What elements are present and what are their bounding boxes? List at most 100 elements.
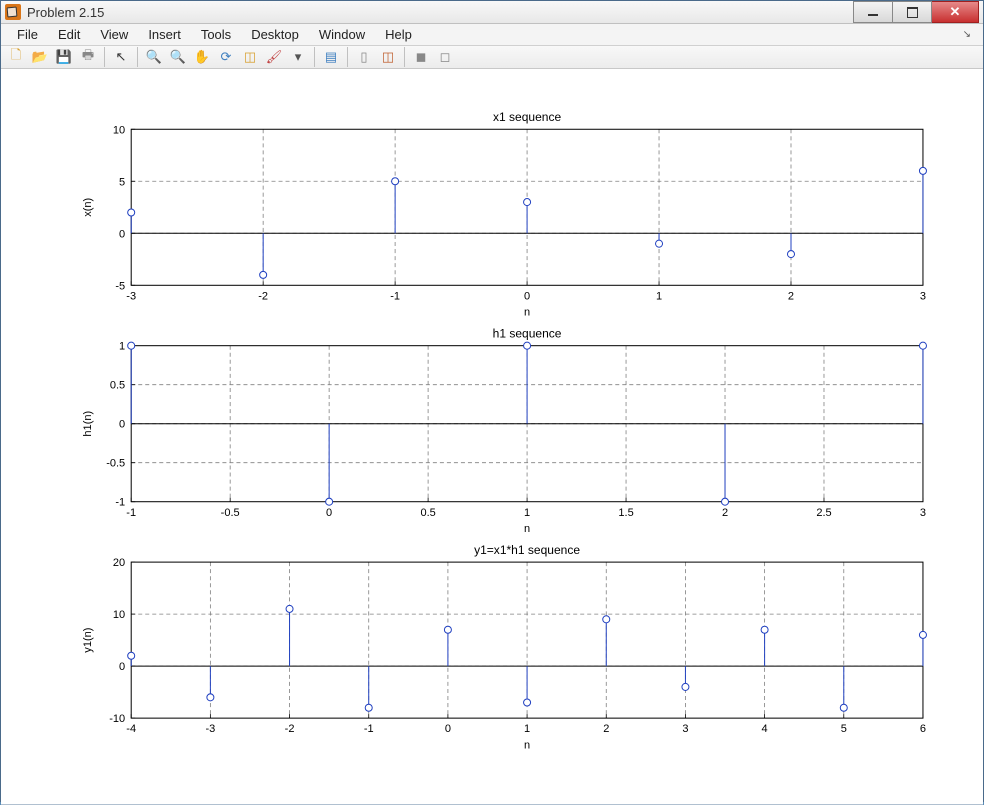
show-plot-icon[interactable]: ◻ (434, 46, 456, 68)
colorbar-icon[interactable]: ▤ (320, 46, 342, 68)
menubar-overflow-icon[interactable]: ↘ (963, 29, 977, 40)
zoom-in-icon[interactable]: 🔍 (143, 46, 165, 68)
print-icon[interactable]: 🖶 (77, 46, 99, 68)
stem-marker (365, 704, 372, 711)
xtick-label: -1 (390, 290, 400, 302)
legend-icon[interactable]: ▯ (353, 46, 375, 68)
ytick-label: 20 (113, 557, 125, 569)
stem-marker (603, 616, 610, 623)
link-icon[interactable]: ▾ (287, 46, 309, 68)
xtick-label: 6 (920, 723, 926, 735)
app-window: Problem 2.15 FileEditViewInsertToolsDesk… (0, 0, 984, 802)
ytick-label: 0 (119, 419, 125, 431)
zoom-out-icon[interactable]: 🔍 (167, 46, 189, 68)
datacursor-icon[interactable]: ◫ (239, 46, 261, 68)
ytick-label: 0.5 (110, 380, 125, 392)
stem-marker (656, 240, 663, 247)
ytick-label: 10 (113, 124, 125, 136)
titlebar[interactable]: Problem 2.15 (1, 1, 983, 24)
xtick-label: 0 (326, 507, 332, 519)
xtick-label: 3 (920, 507, 926, 519)
ylabel: y1(n) (82, 628, 94, 653)
xtick-label: -1 (126, 507, 136, 519)
menu-view[interactable]: View (90, 24, 138, 45)
menu-file[interactable]: File (7, 24, 48, 45)
xtick-label: 5 (841, 723, 847, 735)
open-file-icon[interactable]: 📂 (29, 46, 51, 68)
xtick-label: 1.5 (618, 507, 633, 519)
xtick-label: 3 (920, 290, 926, 302)
menu-window[interactable]: Window (309, 24, 375, 45)
ytick-label: 10 (113, 609, 125, 621)
stem-marker (128, 209, 135, 216)
toolbar-separator (404, 47, 405, 67)
menubar: FileEditViewInsertToolsDesktopWindowHelp… (1, 24, 983, 46)
window-footer (1, 804, 983, 805)
menu-desktop[interactable]: Desktop (241, 24, 309, 45)
xlabel: n (524, 739, 530, 751)
minimize-button[interactable] (853, 1, 893, 23)
toolbar-separator (314, 47, 315, 67)
new-file-icon[interactable]: 🗋 (5, 46, 27, 68)
subplot-2: y1=x1*h1 sequence-4-3-2-10123456-1001020… (82, 543, 926, 751)
pointer-icon[interactable]: ↖ (110, 46, 132, 68)
stem-marker (524, 199, 531, 206)
ytick-label: -10 (109, 713, 125, 725)
subplot-0: x1 sequence-3-2-10123-50510nx(n) (82, 110, 926, 318)
stem-marker (128, 342, 135, 349)
app-icon (5, 4, 21, 20)
menu-insert[interactable]: Insert (138, 24, 191, 45)
close-button[interactable] (931, 1, 979, 23)
figure-canvas: x1 sequence-3-2-10123-50510nx(n)h1 seque… (1, 69, 983, 804)
plotselector-icon[interactable]: ◫ (377, 46, 399, 68)
xtick-label: 0 (524, 290, 530, 302)
ytick-label: 0 (119, 661, 125, 673)
maximize-button[interactable] (892, 1, 932, 23)
menu-edit[interactable]: Edit (48, 24, 90, 45)
xtick-label: -4 (126, 723, 136, 735)
brush-icon[interactable]: 🖌 (263, 46, 285, 68)
xtick-label: -2 (258, 290, 268, 302)
save-icon[interactable]: 💾 (53, 46, 75, 68)
hide-plot-icon[interactable]: ◼ (410, 46, 432, 68)
stem-marker (286, 605, 293, 612)
stem-marker (722, 498, 729, 505)
plot-title: y1=x1*h1 sequence (474, 543, 580, 557)
toolbar-separator (347, 47, 348, 67)
subplot-1: h1 sequence-1-0.500.511.522.53-1-0.500.5… (82, 327, 926, 535)
xtick-label: 2 (722, 507, 728, 519)
xtick-label: -3 (126, 290, 136, 302)
window-title: Problem 2.15 (27, 5, 854, 20)
xtick-label: -3 (205, 723, 215, 735)
pan-icon[interactable]: ✋ (191, 46, 213, 68)
plot-title: h1 sequence (493, 327, 562, 341)
ytick-label: -0.5 (106, 458, 125, 470)
xtick-label: 2 (603, 723, 609, 735)
stem-marker (128, 652, 135, 659)
plots-svg: x1 sequence-3-2-10123-50510nx(n)h1 seque… (41, 89, 943, 774)
xtick-label: 0.5 (420, 507, 435, 519)
stem-marker (207, 694, 214, 701)
xtick-label: 2.5 (816, 507, 831, 519)
stem-marker (919, 167, 926, 174)
menu-help[interactable]: Help (375, 24, 422, 45)
stem-marker (682, 683, 689, 690)
stem-marker (919, 342, 926, 349)
ytick-label: 0 (119, 228, 125, 240)
stem-marker (524, 699, 531, 706)
toolbar: 🗋📂💾🖶↖🔍🔍✋⟳◫🖌▾▤▯◫◼◻ (1, 46, 983, 69)
menu-tools[interactable]: Tools (191, 24, 241, 45)
ylabel: h1(n) (82, 411, 94, 437)
ytick-label: 5 (119, 176, 125, 188)
xtick-label: 1 (524, 723, 530, 735)
stem-marker (444, 626, 451, 633)
ytick-label: 1 (119, 341, 125, 353)
stem-marker (260, 271, 267, 278)
rotate-icon[interactable]: ⟳ (215, 46, 237, 68)
stem-marker (761, 626, 768, 633)
stem-marker (524, 342, 531, 349)
stem-marker (919, 631, 926, 638)
xtick-label: 0 (445, 723, 451, 735)
xlabel: n (524, 523, 530, 535)
xtick-label: -2 (285, 723, 295, 735)
